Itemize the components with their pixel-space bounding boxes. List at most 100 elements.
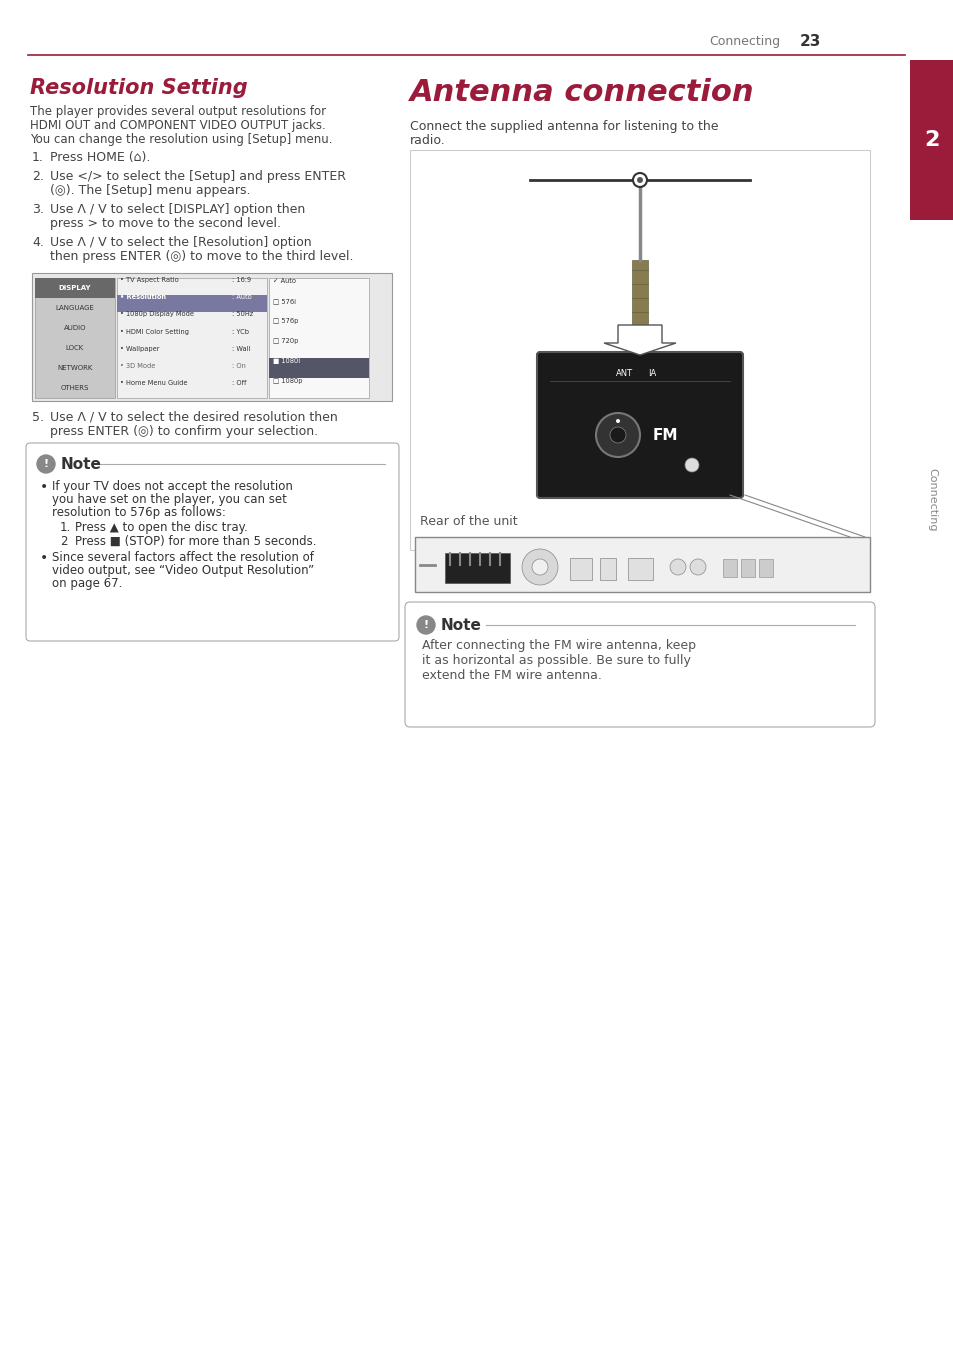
Text: on page 67.: on page 67. [52, 577, 122, 590]
Text: 1.: 1. [60, 521, 71, 533]
Text: (◎). The [Setup] menu appears.: (◎). The [Setup] menu appears. [50, 184, 251, 196]
Text: video output, see “Video Output Resolution”: video output, see “Video Output Resoluti… [52, 565, 314, 577]
Bar [35, 278, 115, 398]
Text: If your TV does not accept the resolution: If your TV does not accept the resolutio… [52, 481, 293, 493]
Text: Use Λ / V to select [DISPLAY] option then: Use Λ / V to select [DISPLAY] option the… [50, 203, 305, 217]
Text: After connecting the FM wire antenna, keep: After connecting the FM wire antenna, ke… [421, 639, 696, 653]
Circle shape [684, 458, 699, 473]
Text: Use </> to select the [Setup] and press ENTER: Use </> to select the [Setup] and press … [50, 171, 346, 183]
Text: Note: Note [61, 458, 102, 473]
Text: : On: : On [232, 363, 246, 368]
FancyBboxPatch shape [405, 603, 874, 727]
Circle shape [609, 427, 625, 443]
Text: • 3D Mode: • 3D Mode [120, 363, 155, 368]
Text: □ 720p: □ 720p [273, 338, 298, 344]
Text: then press ENTER (◎) to move to the third level.: then press ENTER (◎) to move to the thir… [50, 250, 354, 263]
Polygon shape [603, 325, 676, 355]
Text: ANT: ANT [616, 368, 633, 378]
Bar [269, 278, 369, 398]
Text: press ENTER (◎) to confirm your selection.: press ENTER (◎) to confirm your selectio… [50, 425, 317, 437]
Text: : YCb: : YCb [232, 329, 249, 334]
Text: 4.: 4. [32, 236, 44, 249]
Bar [631, 260, 647, 325]
Text: ✓ Auto: ✓ Auto [273, 278, 295, 284]
Text: • Wallpaper: • Wallpaper [120, 345, 159, 352]
Text: : Wall: : Wall [232, 345, 250, 352]
Bar [117, 278, 267, 398]
Bar [444, 552, 510, 584]
Text: OTHERS: OTHERS [61, 385, 89, 391]
Circle shape [669, 559, 685, 575]
Text: •: • [40, 481, 49, 494]
Text: LOCK: LOCK [66, 345, 84, 351]
Bar [269, 357, 369, 378]
Circle shape [416, 616, 435, 634]
Text: HDMI OUT and COMPONENT VIDEO OUTPUT jacks.: HDMI OUT and COMPONENT VIDEO OUTPUT jack… [30, 119, 325, 131]
Text: : 50Hz: : 50Hz [232, 311, 253, 317]
Text: 1.: 1. [32, 152, 44, 164]
Text: 3.: 3. [32, 203, 44, 217]
Text: □ 576p: □ 576p [273, 318, 298, 324]
Text: IA: IA [647, 368, 656, 378]
Bar [410, 150, 869, 550]
Text: DISPLAY: DISPLAY [59, 284, 91, 291]
Text: 2: 2 [60, 535, 68, 548]
Text: Connecting: Connecting [708, 35, 780, 49]
Text: resolution to 576p as follows:: resolution to 576p as follows: [52, 506, 226, 519]
Circle shape [596, 413, 639, 458]
Circle shape [633, 173, 646, 187]
Text: !: ! [44, 459, 49, 468]
Text: FM: FM [652, 428, 677, 443]
Text: you have set on the player, you can set: you have set on the player, you can set [52, 493, 287, 506]
Bar [35, 278, 115, 298]
Text: Since several factors affect the resolution of: Since several factors affect the resolut… [52, 551, 314, 565]
Text: : Off: : Off [232, 380, 246, 386]
Text: Connecting: Connecting [926, 468, 936, 532]
Text: You can change the resolution using [Setup] menu.: You can change the resolution using [Set… [30, 133, 333, 146]
Text: Connect the supplied antenna for listening to the: Connect the supplied antenna for listeni… [410, 121, 718, 133]
Text: it as horizontal as possible. Be sure to fully: it as horizontal as possible. Be sure to… [421, 654, 690, 668]
Bar [569, 558, 592, 580]
Text: radio.: radio. [410, 134, 445, 148]
Circle shape [37, 455, 55, 473]
Text: : Auto: : Auto [232, 294, 252, 301]
Text: Use Λ / V to select the [Resolution] option: Use Λ / V to select the [Resolution] opt… [50, 236, 312, 249]
Text: The player provides several output resolutions for: The player provides several output resol… [30, 106, 326, 118]
Bar [599, 558, 616, 580]
Text: • Home Menu Guide: • Home Menu Guide [120, 380, 188, 386]
Circle shape [616, 418, 619, 422]
Text: press > to move to the second level.: press > to move to the second level. [50, 217, 281, 230]
Text: Resolution Setting: Resolution Setting [30, 79, 248, 97]
Text: • 1080p Display Mode: • 1080p Display Mode [120, 311, 193, 317]
FancyBboxPatch shape [32, 274, 392, 401]
Text: □ 576i: □ 576i [273, 298, 295, 305]
FancyBboxPatch shape [537, 352, 742, 498]
Circle shape [637, 177, 642, 183]
Text: 5.: 5. [32, 412, 44, 424]
Text: Press HOME (⌂).: Press HOME (⌂). [50, 152, 151, 164]
Circle shape [521, 548, 558, 585]
Circle shape [532, 559, 547, 575]
Bar [909, 60, 953, 219]
Text: • Resolution: • Resolution [120, 294, 166, 301]
Text: • TV Aspect Ratio: • TV Aspect Ratio [120, 278, 178, 283]
Circle shape [689, 559, 705, 575]
Text: Antenna connection: Antenna connection [410, 79, 754, 107]
Text: extend the FM wire antenna.: extend the FM wire antenna. [421, 669, 601, 682]
Bar [722, 559, 737, 577]
Text: AUDIO: AUDIO [64, 325, 86, 330]
Bar [117, 295, 267, 313]
Bar [740, 559, 754, 577]
FancyBboxPatch shape [26, 443, 398, 640]
Text: NETWORK: NETWORK [57, 366, 92, 371]
Text: 23: 23 [800, 34, 821, 50]
Text: ■ 1080i: ■ 1080i [273, 357, 300, 364]
Bar [627, 558, 652, 580]
Text: □ 1080p: □ 1080p [273, 378, 302, 385]
Text: !: ! [423, 620, 428, 630]
Text: LANGUAGE: LANGUAGE [55, 305, 94, 311]
Text: Rear of the unit: Rear of the unit [419, 515, 517, 528]
Text: Press ■ (STOP) for more than 5 seconds.: Press ■ (STOP) for more than 5 seconds. [75, 535, 316, 548]
Text: 2: 2 [923, 130, 939, 150]
Bar [759, 559, 772, 577]
